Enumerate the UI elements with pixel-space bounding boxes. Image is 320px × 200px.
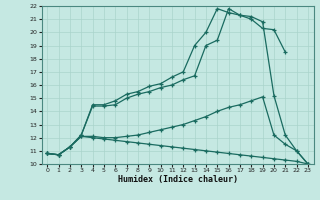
X-axis label: Humidex (Indice chaleur): Humidex (Indice chaleur)	[118, 175, 237, 184]
